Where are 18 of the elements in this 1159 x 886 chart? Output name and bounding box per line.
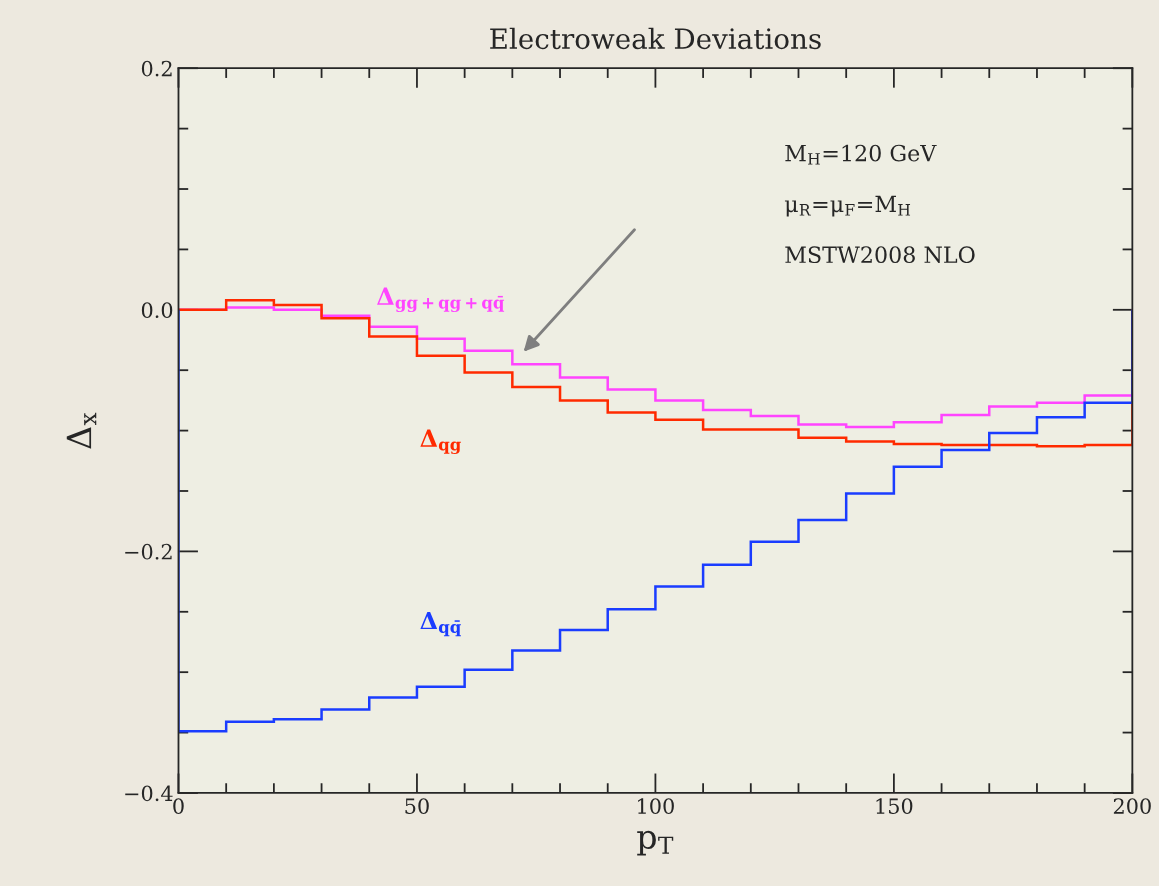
series-label: Δ$_{qq̄}$ — [420, 611, 461, 637]
x-tick-label: 50 — [405, 798, 429, 814]
x-tick-label: 200 — [1113, 798, 1151, 814]
y-axis-title: Δ$_{x}$ — [66, 412, 97, 449]
x-tick-label: 100 — [638, 798, 674, 814]
annotation: μ$_{R}$=μ$_{F}$=M$_{H}$ — [784, 195, 911, 217]
y-tick-label: −0.2 — [125, 543, 172, 560]
chart-title: Electroweak Deviations — [490, 27, 821, 50]
y-tick-label: −0.4 — [125, 785, 173, 802]
text: Δ$_{qg}$ — [420, 429, 461, 454]
annotation: M$_{H}$=120 GeV — [785, 144, 937, 165]
x-tick-label: 0 — [173, 798, 184, 814]
series-label: Δ$_{gg+qg+qq̄}$ — [377, 287, 505, 313]
x-tick-label: 150 — [876, 798, 913, 814]
y-tick-label: 0.0 — [141, 302, 173, 319]
x-axis-title: p$_{T}$ — [637, 830, 674, 856]
y-tick-label: 0.2 — [141, 60, 172, 77]
annotation: MSTW2008 NLO — [785, 246, 975, 264]
